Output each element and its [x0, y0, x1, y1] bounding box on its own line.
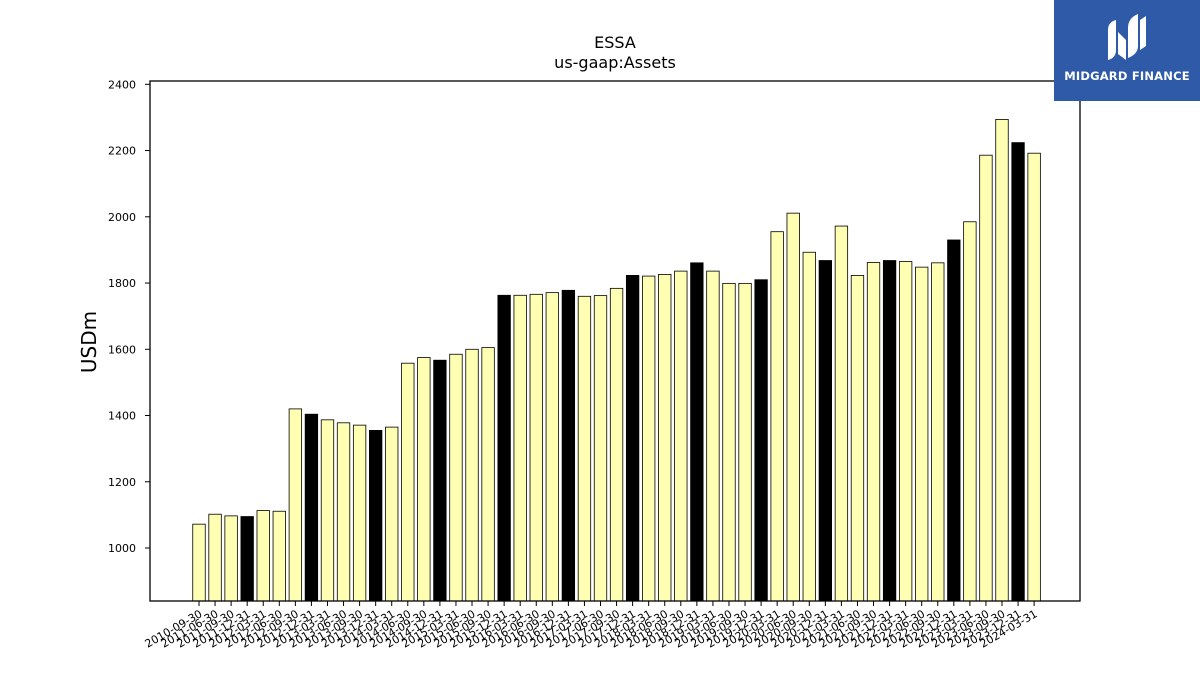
bar: [690, 262, 704, 602]
y-tick-label: 1200: [108, 476, 136, 489]
bar: [577, 295, 592, 602]
bar: [401, 362, 415, 602]
bar: [722, 282, 736, 602]
bar: [545, 292, 559, 602]
bar: [882, 260, 897, 602]
bar: [706, 270, 720, 602]
bar: [818, 260, 832, 602]
y-tick-label: 1400: [108, 410, 136, 423]
midgard-logo-icon: [1108, 14, 1146, 60]
bar: [947, 239, 961, 602]
bar: [240, 516, 254, 602]
bar: [417, 357, 431, 602]
bar: [979, 154, 993, 602]
bar: [609, 287, 624, 602]
bar: [754, 279, 768, 602]
bar: [433, 359, 447, 602]
bar: [625, 275, 640, 602]
bar: [898, 261, 913, 602]
x-axis: 2010-09-302011-06-302011-09-302011-12-31…: [143, 601, 1040, 651]
brand-logo: MIDGARD FINANCE: [1054, 0, 1200, 101]
bar: [850, 275, 865, 602]
bar: [529, 293, 543, 602]
bar: [513, 294, 527, 602]
y-tick-label: 2000: [108, 211, 136, 224]
bar: [834, 225, 849, 602]
bar: [449, 353, 463, 602]
bar: [369, 430, 383, 602]
bar: [465, 348, 479, 602]
bar: [658, 274, 672, 602]
bar: [995, 119, 1009, 602]
bar: [208, 513, 222, 602]
bar: [674, 270, 688, 602]
bar: [770, 231, 784, 602]
y-axis-label: USDm: [77, 311, 101, 373]
bar: [352, 424, 367, 602]
y-tick-label: 1800: [108, 277, 136, 290]
bar: [256, 510, 270, 602]
bar: [642, 275, 656, 602]
chart-title: ESSA: [594, 33, 636, 52]
y-tick-label: 1600: [108, 343, 136, 356]
bar: [738, 282, 752, 602]
brand-name: MIDGARD FINANCE: [1064, 69, 1190, 83]
y-axis: 1000 1200 1400 1600 1800 2000 2200 2400: [108, 78, 150, 555]
bar: [192, 523, 206, 602]
bar: [1027, 152, 1041, 602]
bar: [593, 295, 608, 602]
bar: [802, 251, 816, 602]
bar: [272, 510, 286, 602]
y-tick-label: 1000: [108, 542, 136, 555]
bar: [481, 347, 495, 602]
bar: [1011, 142, 1025, 602]
bar: [931, 262, 945, 602]
bar: [915, 266, 929, 602]
y-tick-label: 2200: [108, 145, 136, 158]
bars-group: [192, 119, 1041, 602]
bar: [385, 426, 399, 602]
bar: [963, 221, 977, 602]
y-tick-label: 2400: [108, 78, 136, 91]
bar: [288, 408, 303, 602]
chart-subtitle: us-gaap:Assets: [554, 53, 676, 72]
bar: [336, 422, 351, 602]
bar: [304, 413, 319, 602]
bar: [786, 212, 800, 602]
bar: [866, 262, 881, 602]
bar: [497, 294, 511, 602]
bar: [561, 289, 576, 602]
bar: [224, 515, 238, 602]
bar: [320, 419, 335, 602]
plot-frame: [149, 80, 1081, 602]
